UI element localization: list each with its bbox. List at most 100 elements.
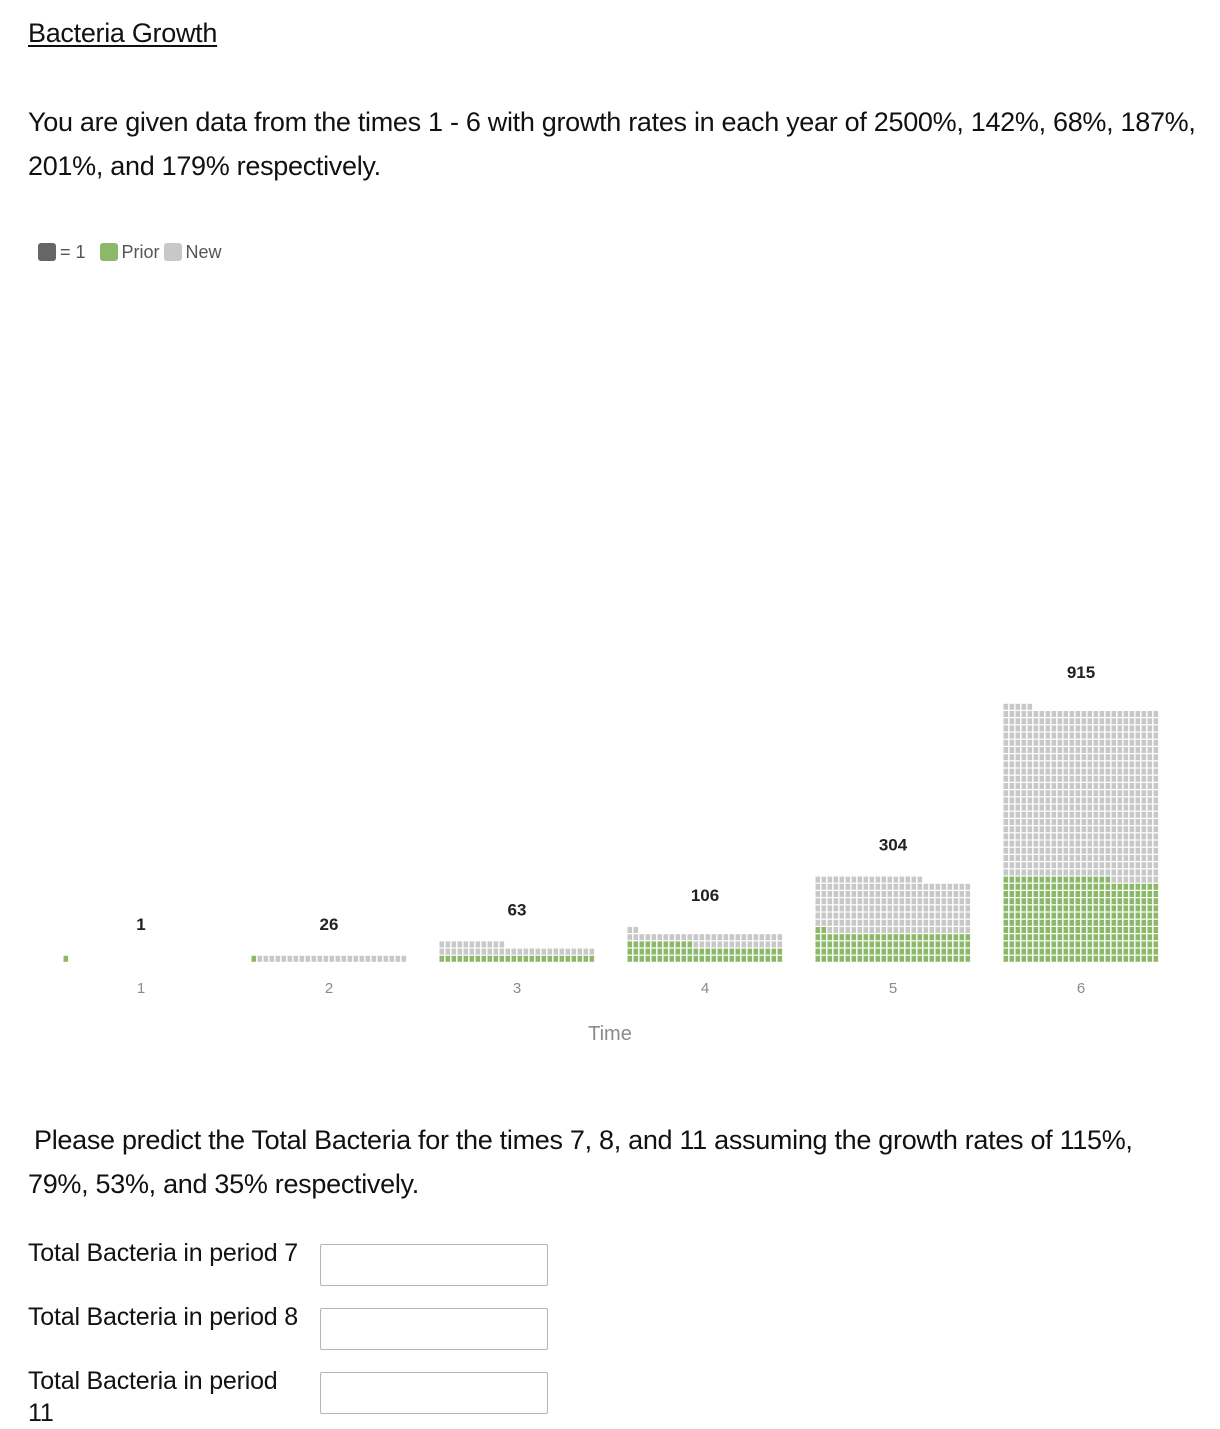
unit-cell-prior	[1105, 934, 1111, 941]
unit-cell-new	[1087, 811, 1093, 818]
unit-cell-new	[881, 883, 887, 890]
unit-cell-new	[1111, 869, 1117, 876]
unit-cell-prior	[1141, 934, 1147, 941]
unit-cell-prior	[1045, 891, 1051, 897]
answer-input-period-8[interactable]	[320, 1308, 548, 1350]
unit-cell-prior	[1003, 891, 1009, 897]
unit-cell-prior	[1081, 905, 1087, 912]
unit-cell-new	[1075, 811, 1081, 818]
unit-cell-new	[1027, 819, 1033, 825]
unit-cell-prior	[1051, 883, 1057, 890]
unit-cell-prior	[505, 955, 511, 962]
unit-cell-prior	[929, 955, 935, 962]
unit-cell-new	[845, 927, 851, 933]
unit-cell-new	[887, 912, 893, 919]
answer-input-period-7[interactable]	[320, 1244, 548, 1286]
unit-cell-new	[941, 927, 947, 933]
unit-cell-new	[1009, 811, 1015, 818]
unit-cell-new	[1033, 783, 1039, 789]
unit-cell-new	[1123, 876, 1129, 883]
unit-cell-prior	[1009, 891, 1015, 897]
unit-cell-new	[1021, 826, 1027, 833]
unit-cell-prior	[723, 955, 729, 962]
unit-cell-prior	[1105, 905, 1111, 912]
unit-cell-new	[693, 934, 699, 941]
unit-cell-new	[923, 927, 929, 933]
unit-cell-new	[1009, 869, 1015, 876]
unit-cell-new	[1039, 826, 1045, 833]
unit-cell-new	[1129, 862, 1135, 869]
unit-cell-prior	[1021, 912, 1027, 919]
unit-cell-prior	[839, 941, 845, 948]
unit-cell-prior	[1129, 919, 1135, 926]
unit-cell-new	[1147, 855, 1153, 861]
unit-cell-new	[1081, 725, 1087, 732]
prior-legend-label: Prior	[121, 241, 160, 262]
unit-cell-prior	[627, 941, 633, 948]
unit-cell-new	[1129, 819, 1135, 825]
unit-cell-new	[1141, 754, 1147, 761]
unit-cell-prior	[1117, 948, 1123, 955]
unit-cell-new	[1057, 718, 1063, 725]
unit-cell-new	[833, 883, 839, 890]
unit-cell-new	[935, 905, 941, 912]
unit-cell-new	[1003, 775, 1009, 782]
unit-cell-prior	[1075, 919, 1081, 926]
answer-input-period-11[interactable]	[320, 1372, 548, 1414]
unit-cell-prior	[577, 955, 583, 962]
unit-cell-new	[1003, 790, 1009, 797]
unit-cell-new	[1087, 804, 1093, 811]
unit-cell-prior	[565, 955, 571, 962]
unit-cell-new	[917, 883, 923, 890]
unit-cell-new	[833, 912, 839, 919]
unit-cell-prior	[941, 941, 947, 948]
unit-cell-prior	[857, 934, 863, 941]
unit-cell-prior	[1123, 941, 1129, 948]
unit-cell-new	[1021, 833, 1027, 840]
unit-cell-prior	[1075, 898, 1081, 905]
unit-cell-new	[1069, 826, 1075, 833]
unit-cell-prior	[941, 948, 947, 955]
data-label-time-1: 1	[136, 915, 145, 934]
unit-cell-prior	[651, 948, 657, 955]
unit-cell-prior	[869, 941, 875, 948]
unit-cell-new	[1021, 840, 1027, 847]
unit-cell-prior	[705, 955, 711, 962]
unit-cell-new	[887, 883, 893, 890]
unit-cell-prior	[1147, 919, 1153, 926]
unit-cell-new	[1033, 790, 1039, 797]
unit-cell-new	[263, 955, 269, 962]
unit-cell-new	[1015, 833, 1021, 840]
unit-cell-new	[1015, 840, 1021, 847]
unit-cell-new	[1057, 732, 1063, 739]
unit-cell-new	[1147, 725, 1153, 732]
unit-cell-prior	[1099, 927, 1105, 933]
unit-cell-prior	[535, 955, 541, 962]
unit-cell-new	[911, 891, 917, 897]
unit-cell-new	[1117, 754, 1123, 761]
unit-cell-prior	[1033, 898, 1039, 905]
unit-cell-prior	[851, 948, 857, 955]
unit-cell-new	[893, 919, 899, 926]
unit-cell-prior	[1057, 876, 1063, 883]
unit-cell-prior	[559, 955, 565, 962]
unit-cell-new	[845, 905, 851, 912]
unit-cell-new	[1015, 739, 1021, 746]
unit-cell-prior	[953, 941, 959, 948]
unit-cell-new	[1147, 754, 1153, 761]
unit-cell-prior	[717, 948, 723, 955]
unit-cell-new	[1021, 819, 1027, 825]
unit-cell-prior	[1027, 905, 1033, 912]
unit-cell-prior	[851, 955, 857, 962]
unit-cell-prior	[529, 955, 535, 962]
unit-cell-prior	[1057, 941, 1063, 948]
unit-cell-prior	[1081, 955, 1087, 962]
unit-cell-new	[1021, 783, 1027, 789]
unit-cell-new	[493, 948, 499, 955]
unit-cell-prior	[1027, 891, 1033, 897]
unit-cell-new	[1033, 797, 1039, 804]
unit-cell-prior	[1045, 919, 1051, 926]
unit-cell-prior	[1123, 883, 1129, 890]
unit-cell-new	[941, 905, 947, 912]
unit-cell-new	[645, 934, 651, 941]
